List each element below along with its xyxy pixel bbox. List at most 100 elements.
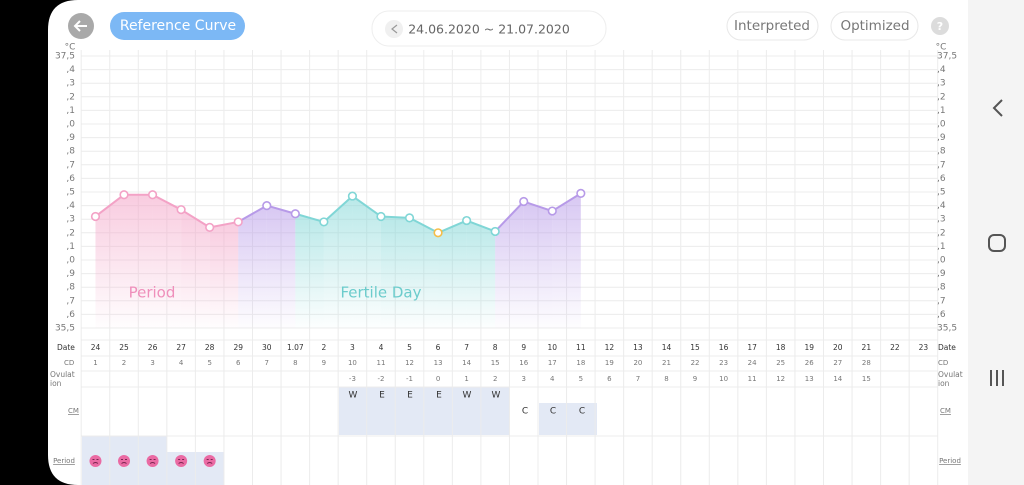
ovulation-value: 9 — [693, 375, 697, 383]
cm-value: W — [349, 391, 358, 401]
ovulation-value: 7 — [636, 375, 640, 383]
period-icon — [203, 455, 216, 467]
y-tick-label: 35,5 — [937, 324, 957, 334]
ovulation-value: -1 — [406, 375, 413, 383]
line-segment — [152, 193, 182, 211]
cd-value: 4 — [179, 359, 184, 367]
line-segment — [551, 192, 582, 212]
cm-shade — [339, 387, 510, 435]
cd-value: 11 — [377, 359, 386, 367]
help-button[interactable] — [931, 17, 949, 35]
area — [323, 196, 353, 328]
y-tick-label: ,5 — [937, 188, 946, 198]
point — [347, 191, 358, 201]
area — [409, 217, 439, 328]
cm-value: W — [492, 391, 501, 401]
cm-value: E — [379, 391, 385, 401]
row-label[interactable]: Period — [53, 457, 75, 465]
y-tick-label: ,3 — [66, 215, 75, 225]
cd-value: 19 — [605, 359, 614, 367]
x-tick-label: 25 — [119, 343, 129, 352]
y-tick-label: ,8 — [66, 147, 75, 157]
ovulation-value: 5 — [579, 375, 583, 383]
point — [490, 226, 500, 237]
ovulation-value: 3 — [521, 375, 525, 383]
y-tick-label: ,4 — [66, 201, 75, 211]
y-tick-label: ,0 — [66, 256, 75, 266]
x-tick-label: 12 — [605, 343, 615, 352]
row-label[interactable]: CM — [68, 407, 79, 415]
y-tick-label: ,3 — [937, 79, 946, 89]
line-segment — [209, 220, 239, 229]
ovulation-value: 11 — [748, 375, 757, 383]
point — [233, 217, 243, 227]
date-range: 24.06.2020 ~ 21.07.2020 — [408, 22, 570, 37]
cd-value: 5 — [207, 359, 211, 367]
nav-home[interactable] — [988, 234, 1006, 252]
nav-recent[interactable] — [990, 370, 1004, 386]
y-tick-label: ,3 — [937, 215, 946, 225]
y-tick-label: ,4 — [937, 201, 946, 211]
y-tick-label: ,2 — [66, 228, 75, 238]
y-tick-label: ,8 — [937, 147, 946, 157]
y-tick-label: ,0 — [937, 120, 946, 130]
x-tick-label: 16 — [719, 343, 729, 352]
tab[interactable] — [726, 11, 819, 41]
area — [295, 213, 324, 328]
area — [124, 194, 153, 328]
y-tick-label: ,2 — [66, 92, 75, 102]
row-label[interactable]: CM — [940, 407, 951, 415]
x-tick-label: 23 — [919, 343, 929, 352]
row-label: Ovulation — [938, 370, 963, 388]
x-tick-label: 17 — [747, 343, 757, 352]
cm-value: C — [550, 407, 556, 417]
line-segment — [180, 208, 211, 229]
area — [95, 194, 125, 328]
x-tick-label: 30 — [262, 343, 272, 352]
ovulation-value: 6 — [607, 375, 612, 383]
date-range-pill[interactable] — [371, 10, 607, 47]
reference-button[interactable] — [110, 12, 245, 40]
y-tick-label: 35,5 — [55, 324, 75, 334]
row-label[interactable]: Period — [939, 457, 961, 465]
nav-bar — [968, 0, 1024, 485]
cd-value: 25 — [776, 359, 785, 367]
line-segment — [237, 204, 268, 223]
range-arrow — [391, 24, 398, 34]
x-tick-label: 15 — [690, 343, 700, 352]
point — [205, 222, 215, 232]
y-tick-label: ,7 — [66, 160, 75, 170]
y-tick-label: ,1 — [66, 106, 75, 116]
period-icon-face — [121, 459, 128, 464]
annotation: Fertile Day — [340, 284, 421, 302]
help-label: ? — [937, 20, 943, 33]
plot — [90, 188, 586, 328]
y-tick-label: ,9 — [66, 133, 75, 143]
cm-shade — [539, 403, 597, 435]
y-tick-label: ,1 — [937, 242, 946, 252]
point — [404, 213, 415, 223]
line-segment — [323, 195, 354, 223]
nav-back[interactable] — [992, 99, 1003, 117]
y-tick-label: ,6 — [937, 174, 946, 184]
range-icon — [385, 20, 403, 38]
ovulation-value: 1 — [464, 375, 468, 383]
tab[interactable] — [830, 11, 919, 41]
x-tick-label: 10 — [548, 343, 558, 352]
row-label: Ovulation — [50, 370, 75, 388]
line-segment — [351, 195, 382, 218]
y-tick-label: ,6 — [66, 174, 75, 184]
line-segment — [266, 204, 296, 215]
y-tick-label: ,6 — [66, 310, 75, 320]
cm-value: C — [522, 407, 528, 417]
point — [519, 196, 529, 207]
line-segment — [437, 219, 468, 234]
cm-value: E — [407, 391, 413, 401]
x-tick-label: 19 — [804, 343, 814, 352]
ovulation-value: 10 — [719, 375, 728, 383]
point — [290, 209, 300, 219]
area — [523, 201, 553, 328]
x-tick-label: 24 — [91, 343, 101, 352]
ovulation-value: -3 — [349, 375, 356, 383]
area — [352, 196, 381, 328]
